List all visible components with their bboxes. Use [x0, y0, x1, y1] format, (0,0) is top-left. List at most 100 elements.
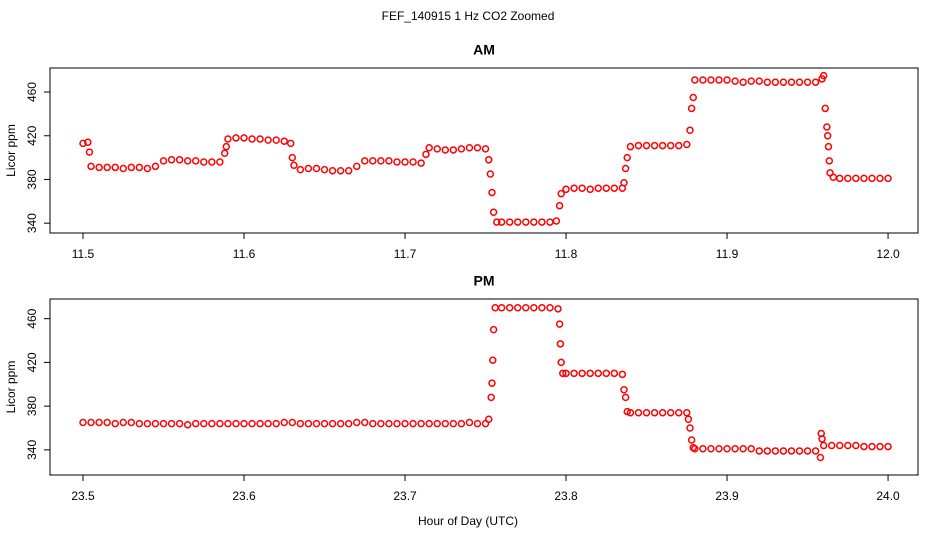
data-point	[594, 184, 602, 192]
data-point	[505, 303, 514, 312]
data-point	[803, 447, 812, 455]
x-tick-label: 11.8	[555, 247, 578, 261]
data-point	[823, 123, 831, 131]
data-point	[328, 166, 337, 175]
data-point	[868, 174, 876, 183]
data-point	[513, 303, 522, 312]
data-point	[586, 185, 594, 194]
data-point	[487, 393, 495, 402]
panel-title: PM	[474, 273, 495, 289]
data-point	[787, 78, 796, 86]
data-point	[876, 442, 884, 451]
data-point	[489, 325, 498, 334]
data-point	[377, 419, 385, 428]
data-point	[602, 184, 611, 192]
y-tick-label: 380	[25, 396, 39, 416]
data-point	[557, 358, 565, 367]
x-tick-label: 23.8	[554, 489, 578, 503]
data-point	[610, 369, 619, 378]
x-tick-label: 23.9	[715, 489, 739, 503]
data-point	[555, 201, 564, 210]
data-point	[739, 78, 747, 86]
data-point	[127, 418, 136, 427]
data-point	[787, 447, 796, 455]
data-point	[707, 445, 715, 453]
data-point	[811, 78, 820, 86]
data-point	[876, 174, 884, 183]
data-point	[497, 303, 506, 312]
data-point	[369, 157, 377, 165]
data-point	[84, 138, 92, 147]
data-point	[771, 447, 780, 455]
data-point	[232, 134, 240, 142]
data-point	[280, 137, 289, 145]
data-point	[779, 447, 788, 455]
data-point	[385, 419, 393, 428]
data-point	[829, 173, 838, 182]
data-point	[642, 141, 651, 150]
data-point	[312, 164, 321, 173]
data-point	[689, 93, 697, 102]
data-point	[296, 165, 305, 174]
plot-box	[49, 298, 919, 476]
data-point	[852, 441, 860, 450]
data-point	[286, 139, 295, 148]
data-point	[763, 78, 772, 86]
data-point	[85, 148, 94, 156]
data-point	[484, 415, 493, 423]
data-point	[634, 408, 643, 417]
data-point	[119, 418, 128, 427]
data-point	[312, 419, 321, 428]
y-axis-label: Licor ppm	[4, 124, 18, 177]
data-point	[216, 419, 224, 428]
data-point	[473, 419, 482, 428]
data-point	[497, 218, 506, 226]
data-point	[546, 218, 554, 226]
data-point	[151, 419, 160, 428]
data-point	[417, 159, 425, 167]
data-point	[79, 139, 87, 148]
data-point	[200, 158, 208, 166]
data-point	[852, 174, 860, 183]
data-point	[200, 419, 208, 428]
data-point	[127, 163, 136, 172]
data-point	[686, 126, 694, 135]
data-point	[79, 418, 87, 427]
data-point	[674, 408, 683, 417]
y-tick-label: 380	[25, 169, 39, 189]
data-point	[602, 369, 611, 378]
data-point	[361, 157, 369, 165]
data-point	[825, 157, 834, 165]
data-point	[824, 142, 833, 151]
data-point	[401, 419, 409, 428]
data-point	[191, 419, 200, 428]
data-point	[143, 419, 152, 428]
data-point	[723, 76, 731, 84]
data-point	[240, 419, 248, 428]
data-point	[687, 104, 696, 113]
data-point	[811, 447, 820, 455]
data-point	[222, 142, 231, 151]
data-point	[489, 356, 497, 364]
data-point	[433, 145, 441, 153]
data-point	[570, 369, 578, 378]
data-point	[465, 418, 474, 427]
data-point	[143, 164, 152, 173]
data-point	[621, 393, 630, 402]
data-point	[626, 142, 635, 151]
x-tick-label: 23.6	[232, 489, 256, 503]
data-point	[167, 419, 176, 428]
data-point	[699, 76, 707, 84]
data-point	[95, 418, 103, 427]
data-point	[167, 156, 176, 164]
data-point	[159, 419, 168, 428]
data-point	[264, 136, 272, 144]
data-point	[183, 420, 192, 429]
data-point	[556, 340, 565, 348]
data-point	[522, 218, 530, 226]
data-point	[860, 442, 868, 451]
data-point	[175, 156, 184, 164]
data-point	[823, 131, 832, 140]
data-point	[610, 184, 619, 192]
